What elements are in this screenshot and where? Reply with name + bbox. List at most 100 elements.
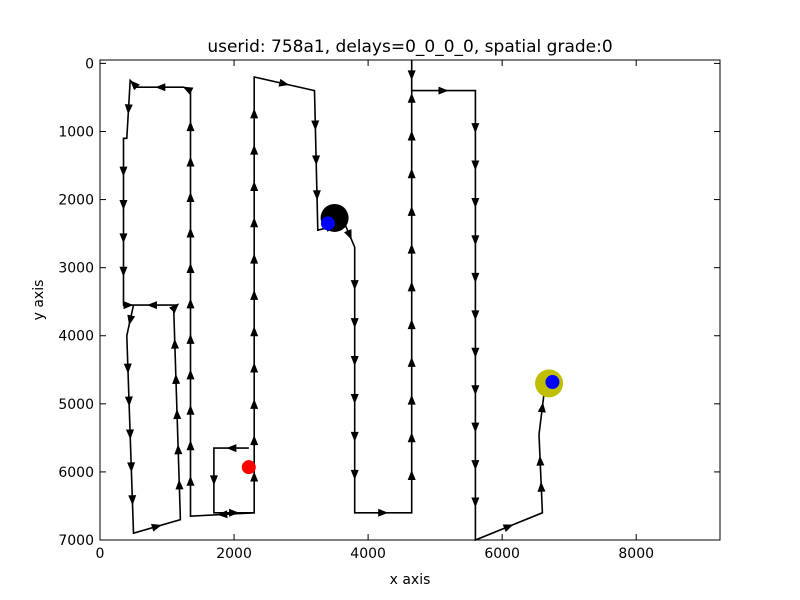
path-arrowhead <box>124 396 133 407</box>
path-arrowhead <box>471 460 480 471</box>
path-arrowhead <box>407 470 416 481</box>
path-arrowhead <box>471 235 480 246</box>
path-arrowhead <box>250 180 259 191</box>
y-tick-label: 7000 <box>58 533 94 549</box>
y-tick-label: 0 <box>85 56 94 72</box>
path-arrowhead <box>186 298 195 309</box>
path-arrowhead <box>407 432 416 443</box>
path-arrowhead <box>226 444 237 453</box>
path-arrowhead <box>312 190 321 201</box>
y-tick-label: 5000 <box>58 397 94 413</box>
path-arrowhead <box>311 120 320 131</box>
path-arrowhead <box>278 78 290 87</box>
path-arrowhead <box>119 166 128 177</box>
path-arrowhead <box>350 431 359 442</box>
path-arrowhead <box>186 333 195 344</box>
path-arrowhead <box>171 338 180 349</box>
x-axis-label: x axis <box>390 572 431 588</box>
path-layer <box>119 60 547 542</box>
path-arrowhead <box>130 80 140 91</box>
path-arrowhead <box>407 92 416 103</box>
path-arrowhead <box>350 469 359 480</box>
path-arrowhead <box>536 455 545 466</box>
path-arrowhead <box>127 314 136 326</box>
path-arrowhead <box>378 508 389 517</box>
path-arrowhead <box>209 475 218 486</box>
path-arrowhead <box>250 326 259 337</box>
path-arrowhead <box>407 130 416 141</box>
path-arrowhead <box>250 435 259 446</box>
path-arrowhead <box>250 398 259 409</box>
path-arrowhead <box>186 227 195 238</box>
marker-start <box>241 460 256 475</box>
path-arrowhead <box>155 83 166 92</box>
y-ticks: 0 1000 2000 3000 4000 5000 6000 7000 <box>58 56 720 549</box>
path-arrowhead <box>471 422 480 433</box>
path-arrowhead <box>186 440 195 451</box>
path-arrowhead <box>124 104 133 115</box>
path-arrowhead <box>407 243 416 254</box>
path-arrowhead <box>186 475 195 486</box>
path-arrowhead <box>186 156 195 167</box>
path-arrowhead <box>250 253 259 264</box>
path-arrowhead <box>438 86 449 95</box>
path-arrowhead <box>182 86 194 95</box>
path-arrowhead <box>217 510 228 519</box>
path-arrowhead <box>537 481 546 492</box>
y-tick-label: 4000 <box>58 329 94 345</box>
path-arrowhead <box>407 319 416 330</box>
path-arrowhead <box>471 497 480 508</box>
path-arrowhead <box>119 266 128 277</box>
path-arrowhead <box>471 347 480 358</box>
path-arrowhead <box>125 429 134 440</box>
y-tick-label: 1000 <box>58 124 94 140</box>
path-arrowhead <box>407 394 416 405</box>
y-tick-label: 3000 <box>58 261 94 277</box>
x-tick-label: 0 <box>96 546 105 562</box>
path-arrowhead <box>172 373 181 384</box>
marker-layer <box>241 203 564 475</box>
path-arrowhead <box>186 262 195 273</box>
x-tick-label: 6000 <box>484 546 520 562</box>
path-arrowhead <box>407 205 416 216</box>
path-arrowhead <box>471 197 480 208</box>
path-arrowhead <box>186 192 195 203</box>
x-tick-label: 8000 <box>618 546 654 562</box>
path-arrowhead <box>350 318 359 329</box>
path-arrowhead <box>174 444 183 455</box>
path-arrowhead <box>471 160 480 171</box>
path-arrowhead <box>471 385 480 396</box>
path-arrowhead <box>186 121 195 132</box>
marker-blue-upper <box>320 216 335 231</box>
path-arrowhead <box>350 356 359 367</box>
path-arrowhead <box>407 168 416 179</box>
path-arrowhead <box>175 479 184 490</box>
path-arrowhead <box>250 217 259 228</box>
path-arrowhead <box>123 301 134 310</box>
path-arrowhead <box>344 229 352 240</box>
path-arrowhead <box>471 272 480 283</box>
x-tick-label: 2000 <box>216 546 252 562</box>
chart-title: userid: 758a1, delays=0_0_0_0, spatial g… <box>207 37 612 57</box>
path-arrowhead <box>186 404 195 415</box>
path-arrowhead <box>250 144 259 155</box>
path-arrowhead <box>250 108 259 119</box>
path-arrowhead <box>407 281 416 292</box>
y-axis-label: y axis <box>31 280 47 321</box>
y-tick-label: 2000 <box>58 193 94 209</box>
path-arrowhead <box>350 280 359 291</box>
path-arrowhead <box>250 362 259 373</box>
path-arrowhead <box>127 462 136 473</box>
path-arrowhead <box>119 200 128 211</box>
path-arrowhead <box>146 301 157 310</box>
path-arrowhead <box>537 402 546 413</box>
y-tick-label: 6000 <box>58 465 94 481</box>
path-arrowhead <box>169 303 179 314</box>
path-arrowhead <box>186 369 195 380</box>
path-arrowhead <box>471 123 480 134</box>
path-arrowhead <box>350 393 359 404</box>
path-arrowhead <box>250 471 259 482</box>
marker-blue-lower <box>545 375 560 390</box>
path-arrowhead <box>407 356 416 367</box>
